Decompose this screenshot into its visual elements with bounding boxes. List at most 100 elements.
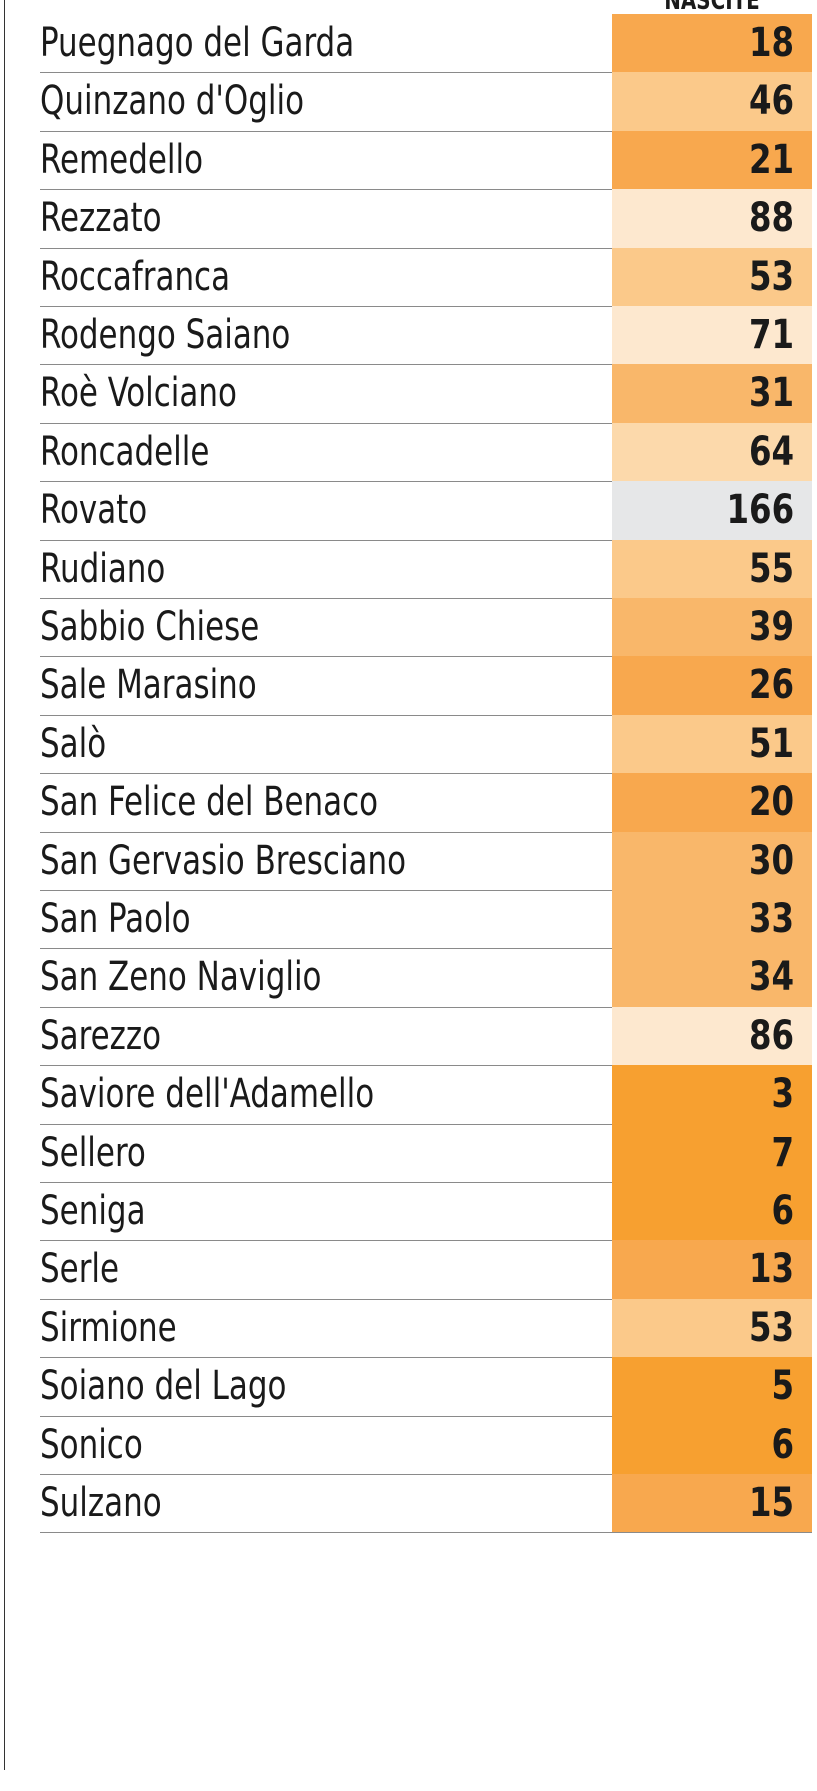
births-value: 18 — [748, 20, 794, 66]
births-value: 86 — [748, 1012, 794, 1059]
births-value: 6 — [771, 1188, 794, 1234]
table-row: Sulzano 15 — [40, 1474, 812, 1534]
row-divider — [40, 889, 812, 891]
births-cell: 6 — [612, 1415, 812, 1474]
row-divider — [40, 1298, 812, 1300]
municipality-name: Rudiano — [40, 545, 166, 592]
births-value: 166 — [726, 487, 794, 534]
municipality-name: Soiano del Lago — [40, 1363, 287, 1410]
births-value: 34 — [748, 954, 794, 1001]
municipality-name: Roccafranca — [40, 253, 231, 300]
municipality-name: Sale Marasino — [40, 662, 257, 709]
municipality-name: San Felice del Benaco — [40, 779, 379, 826]
municipality-name: Roè Volciano — [40, 370, 237, 417]
municipality-name: San Gervasio Bresciano — [40, 837, 407, 884]
row-divider — [40, 1181, 812, 1183]
row-divider — [40, 1357, 812, 1359]
row-divider — [40, 422, 812, 424]
births-cell: 13 — [612, 1240, 812, 1299]
births-cell: 15 — [612, 1474, 812, 1533]
births-cell: 20 — [612, 773, 812, 832]
row-divider — [40, 1065, 812, 1067]
row-divider — [40, 539, 812, 541]
table-row: Sirmione 53 — [40, 1298, 812, 1359]
births-value: 33 — [748, 896, 794, 942]
municipality-name: Sabbio Chiese — [40, 604, 260, 650]
table-row: San Paolo 33 — [40, 890, 812, 950]
row-divider — [40, 189, 812, 191]
births-value: 20 — [748, 779, 794, 826]
row-divider — [40, 831, 812, 833]
row-divider — [40, 597, 812, 599]
births-cell: 39 — [612, 598, 812, 657]
municipality-name: Salò — [40, 720, 107, 767]
table-row: Sarezzo 86 — [40, 1006, 812, 1067]
births-cell: 7 — [612, 1123, 812, 1182]
births-value: 13 — [748, 1246, 794, 1293]
births-cell: 88 — [612, 189, 812, 248]
table-row: Rodengo Saiano 71 — [40, 306, 812, 366]
municipality-name: Serle — [40, 1246, 120, 1293]
municipality-name: Sonico — [40, 1421, 143, 1468]
row-divider — [40, 1240, 812, 1242]
municipality-name: Sulzano — [40, 1480, 162, 1526]
births-value: 53 — [748, 1304, 794, 1351]
municipality-name: Rezzato — [40, 195, 162, 242]
row-divider — [40, 130, 812, 132]
row-divider — [40, 714, 812, 716]
table-row: San Gervasio Bresciano 30 — [40, 831, 812, 891]
table-row: Sellero 7 — [40, 1123, 812, 1183]
births-cell: 18 — [612, 14, 812, 73]
municipality-name: Rodengo Saiano — [40, 312, 291, 358]
municipality-name: Sellero — [40, 1129, 146, 1176]
table-row: Sonico 6 — [40, 1415, 812, 1475]
row-divider — [40, 481, 812, 483]
municipality-name: Quinzano d'Oglio — [40, 78, 305, 125]
row-divider — [40, 247, 812, 249]
births-cell: 53 — [612, 247, 812, 306]
row-divider — [40, 1123, 812, 1125]
table-row: Quinzano d'Oglio 46 — [40, 72, 812, 132]
births-cell: 3 — [612, 1065, 812, 1124]
births-cell: 71 — [612, 306, 812, 365]
births-value: 39 — [748, 604, 794, 650]
row-divider — [40, 656, 812, 658]
births-value: 88 — [748, 195, 794, 242]
births-cell: 30 — [612, 831, 812, 890]
table-row: Roncadelle 64 — [40, 422, 812, 483]
births-cell: 31 — [612, 364, 812, 423]
row-divider — [40, 1415, 812, 1417]
table-row: Rudiano 55 — [40, 539, 812, 599]
table-row: Remedello 21 — [40, 130, 812, 191]
row-divider — [40, 364, 812, 366]
births-cell: 55 — [612, 539, 812, 598]
row-divider — [40, 773, 812, 775]
births-value: 5 — [771, 1363, 794, 1410]
row-divider — [40, 305, 812, 307]
births-cell: 5 — [612, 1357, 812, 1416]
births-cell: 51 — [612, 714, 812, 774]
births-cell: 46 — [612, 72, 812, 131]
table-row: Puegnago del Garda 18 — [40, 14, 812, 74]
births-value: 46 — [748, 78, 794, 125]
left-rule — [4, 0, 5, 1770]
births-cell: 21 — [612, 130, 812, 190]
births-cell: 64 — [612, 422, 812, 482]
table-row: Roccafranca 53 — [40, 247, 812, 307]
births-value: 21 — [748, 136, 794, 183]
table-row: Sale Marasino 26 — [40, 656, 812, 716]
table-row: Roè Volciano 31 — [40, 364, 812, 424]
municipality-name: Seniga — [40, 1188, 146, 1234]
row-divider — [40, 72, 812, 74]
births-value: 3 — [771, 1071, 794, 1118]
births-value: 51 — [748, 720, 794, 767]
table-row: San Felice del Benaco 20 — [40, 773, 812, 833]
municipality-name: San Zeno Naviglio — [40, 954, 322, 1001]
municipality-name: Sarezzo — [40, 1012, 162, 1059]
row-divider — [40, 1532, 812, 1534]
births-cell: 86 — [612, 1006, 812, 1066]
table-row: Rezzato 88 — [40, 189, 812, 249]
municipality-name: Remedello — [40, 136, 204, 183]
births-cell: 34 — [612, 948, 812, 1007]
